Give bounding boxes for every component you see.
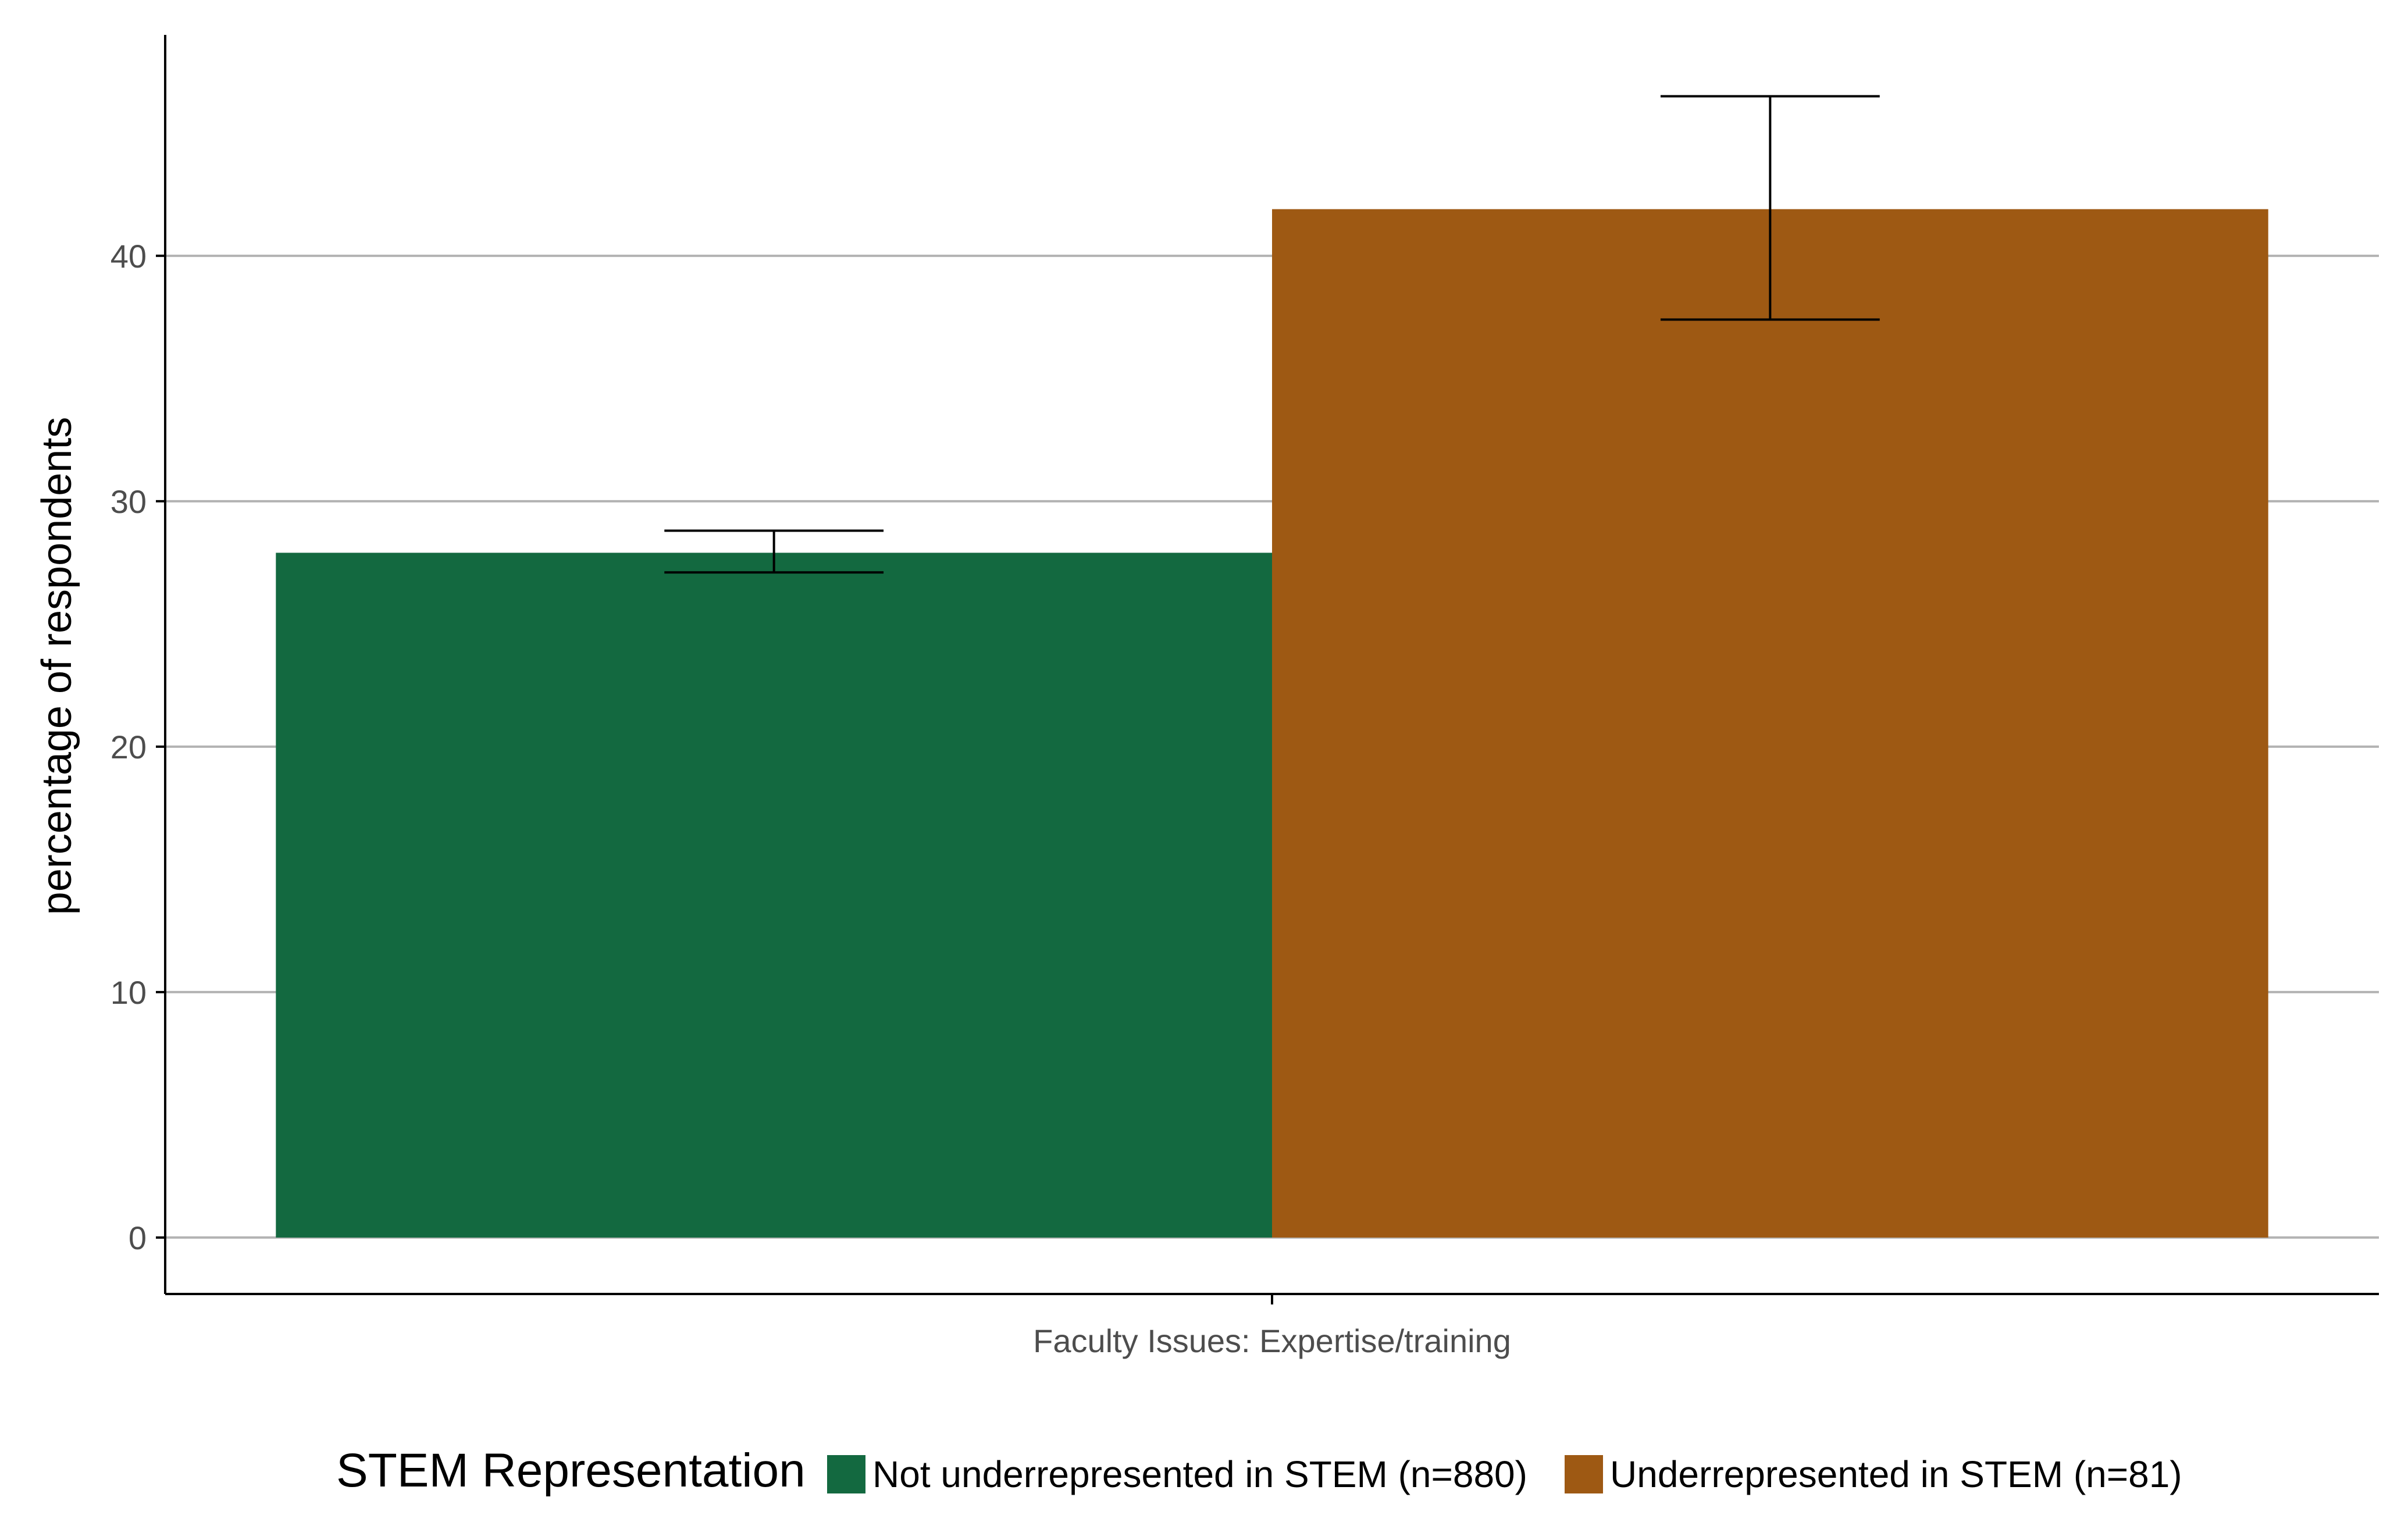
x-tick-label: Faculty Issues: Expertise/training bbox=[1033, 1322, 1511, 1359]
y-tick-label: 10 bbox=[111, 974, 147, 1011]
axes: 0 10 20 30 40 Faculty Issues: Expertise/train… bbox=[111, 35, 2379, 1359]
y-tick-label: 20 bbox=[111, 729, 147, 765]
y-axis-title: percentage of respondents bbox=[34, 417, 80, 915]
y-tick-label: 30 bbox=[111, 483, 147, 520]
bar bbox=[1272, 209, 2268, 1238]
error-bars bbox=[664, 95, 1880, 574]
y-tick-label: 40 bbox=[111, 238, 147, 275]
bars bbox=[276, 209, 2268, 1238]
legend-title: STEM Representation bbox=[336, 1444, 806, 1497]
y-tick-label: 0 bbox=[129, 1220, 147, 1256]
legend: STEM Representation Not underrepresented… bbox=[336, 1444, 2182, 1497]
legend-key bbox=[827, 1455, 865, 1493]
legend-label: Not underrepresented in STEM (n=880) bbox=[872, 1453, 1527, 1495]
bar bbox=[276, 552, 1272, 1238]
legend-key bbox=[1565, 1455, 1603, 1493]
legend-label: Underrepresented in STEM (n=81) bbox=[1610, 1453, 2182, 1495]
